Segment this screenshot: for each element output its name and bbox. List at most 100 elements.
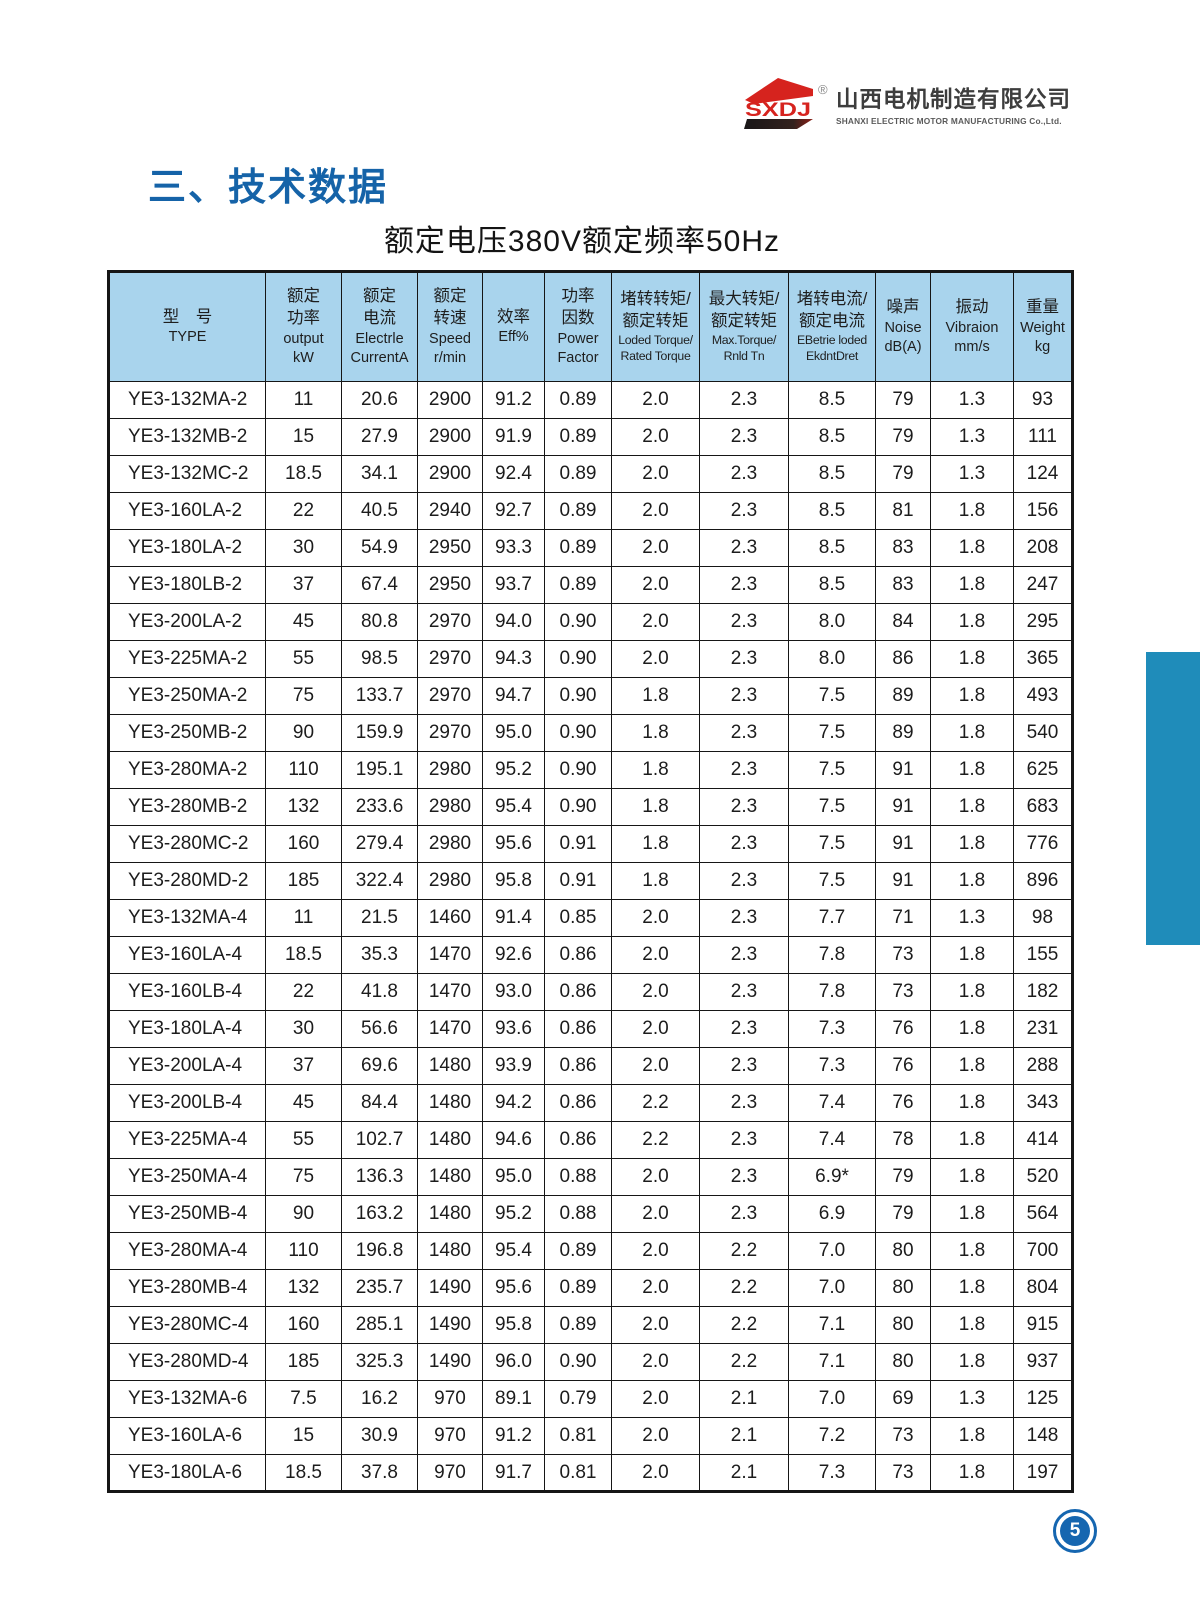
value-cell: 73	[875, 1417, 931, 1455]
value-cell: 37	[265, 566, 342, 604]
value-cell: 80	[875, 1232, 931, 1270]
table-row: YE3-132MC-2 18.5 34.1 2900 92.4 0.89 2.0 2.3 8.5…	[108, 455, 1073, 493]
value-cell: 208	[1013, 529, 1073, 567]
table-header-row: 型 号 TYPE 额定 功率 output kW 额定 电流 Electrle CurrentA 额…	[108, 271, 1073, 382]
table-row: YE3-132MB-2 15 27.9 2900 91.9 0.89 2.0 2.3 8.5 79…	[108, 418, 1073, 456]
value-cell: 7.5	[788, 677, 876, 715]
value-cell: 2.0	[611, 1343, 700, 1381]
value-cell: 94.0	[482, 603, 545, 641]
value-cell: 1.8	[930, 714, 1014, 752]
company-name-zh: 山西电机制造有限公司	[836, 87, 1072, 112]
value-cell: 2.3	[699, 677, 789, 715]
value-cell: 1.8	[930, 529, 1014, 567]
value-cell: 71	[875, 899, 931, 937]
value-cell: 45	[265, 1084, 342, 1122]
table-row: YE3-280MA-4 110 196.8 1480 95.4 0.89 2.0 2.2 7.0…	[108, 1232, 1073, 1270]
value-cell: 0.89	[544, 1269, 612, 1307]
value-cell: 56.6	[341, 1010, 418, 1048]
value-cell: 7.0	[788, 1269, 876, 1307]
table-row: YE3-200LB-4 45 84.4 1480 94.2 0.86 2.2 2.3 7.4 76…	[108, 1084, 1073, 1122]
type-cell: YE3-200LB-4	[108, 1084, 266, 1122]
value-cell: 93.6	[482, 1010, 545, 1048]
value-cell: 93.9	[482, 1047, 545, 1085]
value-cell: 83	[875, 566, 931, 604]
table-row: YE3-160LB-4 22 41.8 1470 93.0 0.86 2.0 2.3 7.8 73…	[108, 973, 1073, 1011]
value-cell: 285.1	[341, 1306, 418, 1344]
type-cell: YE3-280MC-2	[108, 825, 266, 863]
value-cell: 1.8	[930, 751, 1014, 789]
value-cell: 15	[265, 418, 342, 456]
value-cell: 970	[417, 1380, 483, 1418]
value-cell: 80	[875, 1343, 931, 1381]
value-cell: 1.8	[930, 1343, 1014, 1381]
value-cell: 915	[1013, 1306, 1073, 1344]
value-cell: 96.0	[482, 1343, 545, 1381]
column-header: 噪声 Noise dB(A)	[875, 271, 931, 382]
page-number-badge: 5	[1053, 1509, 1097, 1553]
value-cell: 159.9	[341, 714, 418, 752]
value-cell: 2.0	[611, 455, 700, 493]
value-cell: 0.86	[544, 936, 612, 974]
value-cell: 0.86	[544, 1084, 612, 1122]
value-cell: 95.2	[482, 1195, 545, 1233]
value-cell: 95.4	[482, 788, 545, 826]
spec-table: 型 号 TYPE 额定 功率 output kW 额定 电流 Electrle CurrentA 额…	[107, 270, 1074, 1493]
value-cell: 0.90	[544, 603, 612, 641]
value-cell: 20.6	[341, 381, 418, 419]
value-cell: 0.89	[544, 492, 612, 530]
value-cell: 2980	[417, 788, 483, 826]
value-cell: 2.1	[699, 1454, 789, 1492]
value-cell: 2.3	[699, 862, 789, 900]
value-cell: 69	[875, 1380, 931, 1418]
value-cell: 30	[265, 1010, 342, 1048]
value-cell: 288	[1013, 1047, 1073, 1085]
value-cell: 94.3	[482, 640, 545, 678]
value-cell: 2.3	[699, 751, 789, 789]
value-cell: 0.81	[544, 1417, 612, 1455]
table-row: YE3-200LA-4 37 69.6 1480 93.9 0.86 2.0 2.3 7.3 76…	[108, 1047, 1073, 1085]
value-cell: 1490	[417, 1343, 483, 1381]
value-cell: 18.5	[265, 1454, 342, 1492]
value-cell: 34.1	[341, 455, 418, 493]
value-cell: 84	[875, 603, 931, 641]
value-cell: 2.1	[699, 1417, 789, 1455]
value-cell: 2940	[417, 492, 483, 530]
value-cell: 37	[265, 1047, 342, 1085]
value-cell: 8.5	[788, 566, 876, 604]
value-cell: 7.5	[265, 1380, 342, 1418]
value-cell: 2.0	[611, 418, 700, 456]
table-row: YE3-132MA-6 7.5 16.2 970 89.1 0.79 2.0 2.1 7.0 69…	[108, 1380, 1073, 1418]
value-cell: 683	[1013, 788, 1073, 826]
value-cell: 1.8	[930, 1010, 1014, 1048]
type-cell: YE3-160LA-6	[108, 1417, 266, 1455]
value-cell: 1480	[417, 1195, 483, 1233]
value-cell: 95.8	[482, 862, 545, 900]
value-cell: 970	[417, 1454, 483, 1492]
value-cell: 76	[875, 1047, 931, 1085]
type-cell: YE3-180LA-2	[108, 529, 266, 567]
value-cell: 185	[265, 1343, 342, 1381]
value-cell: 231	[1013, 1010, 1073, 1048]
value-cell: 1.3	[930, 418, 1014, 456]
value-cell: 2970	[417, 677, 483, 715]
value-cell: 124	[1013, 455, 1073, 493]
value-cell: 55	[265, 640, 342, 678]
value-cell: 0.89	[544, 1232, 612, 1270]
value-cell: 1480	[417, 1084, 483, 1122]
value-cell: 2980	[417, 751, 483, 789]
value-cell: 325.3	[341, 1343, 418, 1381]
value-cell: 2.3	[699, 825, 789, 863]
value-cell: 233.6	[341, 788, 418, 826]
table-row: YE3-160LA-2 22 40.5 2940 92.7 0.89 2.0 2.3 8.5 81…	[108, 492, 1073, 530]
value-cell: 7.1	[788, 1343, 876, 1381]
value-cell: 79	[875, 418, 931, 456]
value-cell: 91	[875, 788, 931, 826]
value-cell: 95.2	[482, 751, 545, 789]
value-cell: 76	[875, 1010, 931, 1048]
value-cell: 110	[265, 1232, 342, 1270]
value-cell: 0.89	[544, 418, 612, 456]
column-header: 堵转转矩/额定转矩 Loded Torque/Rated Torque	[611, 271, 700, 382]
value-cell: 2.0	[611, 1380, 700, 1418]
value-cell: 0.90	[544, 788, 612, 826]
